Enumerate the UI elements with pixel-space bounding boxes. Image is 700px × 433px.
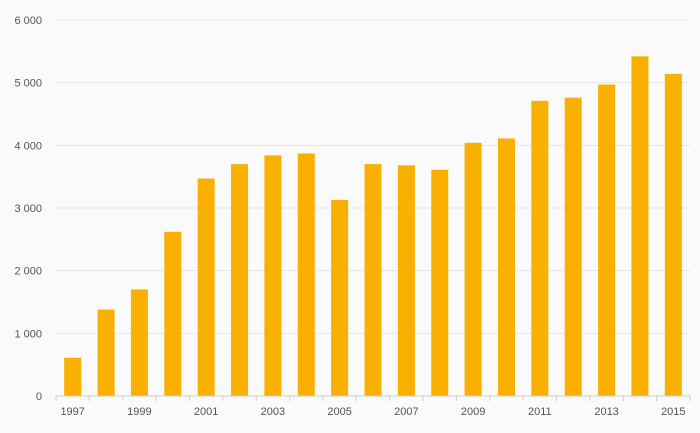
bar-2000 (164, 231, 182, 396)
y-tick-label: 4 000 (14, 140, 42, 152)
y-tick-label: 3 000 (14, 203, 42, 215)
bar-1997 (64, 357, 82, 396)
x-tick-label: 2001 (194, 406, 218, 418)
x-tick-label: 2009 (461, 406, 485, 418)
bar-2012 (564, 97, 582, 396)
bar-1998 (97, 309, 115, 396)
bar-2009 (464, 142, 482, 396)
bar-2007 (397, 165, 415, 396)
bar-2006 (364, 164, 382, 396)
bar-2014 (631, 56, 649, 396)
bar-1999 (130, 289, 148, 396)
x-tick-label: 2013 (594, 406, 618, 418)
bar-2001 (197, 178, 215, 396)
y-tick-label: 5 000 (14, 78, 42, 90)
x-tick-labels: 1997 1999 2001 2003 2005 2007 2009 2011 2013 2015 (60, 406, 685, 418)
x-tick-label: 1997 (60, 406, 84, 418)
bar-2002 (231, 164, 249, 396)
x-tick-label: 2005 (327, 406, 351, 418)
bar-2005 (331, 199, 349, 396)
y-tick-label: 1 000 (14, 328, 42, 340)
x-tick-label: 2007 (394, 406, 418, 418)
y-tick-label: 6 000 (14, 15, 42, 27)
bars (64, 56, 682, 397)
bar-2008 (431, 169, 449, 396)
bar-2004 (297, 153, 315, 396)
bar-2010 (497, 138, 515, 396)
axes (55, 395, 691, 401)
bar-2011 (531, 100, 549, 396)
x-tick-label: 2015 (661, 406, 685, 418)
x-tick-label: 1999 (127, 406, 151, 418)
bar-2003 (264, 155, 282, 396)
bar-2013 (598, 84, 616, 397)
y-tick-labels: 0 1 000 2 000 3 000 4 000 5 000 6 000 (14, 15, 42, 403)
x-tick-label: 2003 (261, 406, 285, 418)
y-tick-label: 0 (36, 391, 42, 403)
x-tick-label: 2011 (528, 406, 552, 418)
bar-2015 (664, 73, 682, 396)
y-tick-label: 2 000 (14, 266, 42, 278)
